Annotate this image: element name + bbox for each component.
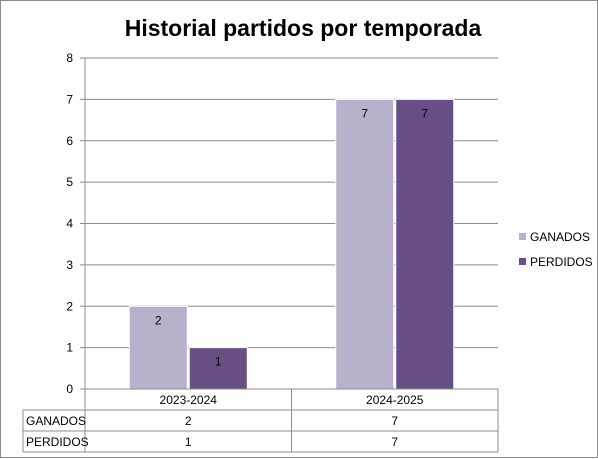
x-tick-label-2024-2025: 2024-2025 xyxy=(366,393,424,407)
x-tick-label-2023-2024: 2023-2024 xyxy=(160,393,218,407)
bars-layer xyxy=(128,98,455,390)
data-label-ganados-2024-2025: 7 xyxy=(361,106,368,120)
y-tick-label-0: 0 xyxy=(66,382,73,396)
chart-title: Historial partidos por temporada xyxy=(124,15,482,41)
data-label-ganados-2023-2024: 2 xyxy=(155,313,162,327)
bar-ganados-2024-2025 xyxy=(335,98,395,390)
legend-label-perdidos: PERDIDOS xyxy=(530,255,593,269)
table-cell-perdidos-0: 1 xyxy=(185,435,192,449)
table-cell-perdidos-1: 7 xyxy=(391,435,398,449)
legend-swatch-ganados xyxy=(519,233,526,240)
table-row-label-perdidos: PERDIDOS xyxy=(26,435,89,449)
y-tick-label-5: 5 xyxy=(66,175,73,189)
y-tick-label-6: 6 xyxy=(66,134,73,148)
bar-perdidos-2024-2025 xyxy=(395,98,455,390)
bar-ganados-2023-2024 xyxy=(128,305,188,390)
data-label-perdidos-2023-2024: 1 xyxy=(215,355,222,369)
legend-label-ganados: GANADOS xyxy=(530,230,590,244)
table-cell-ganados-1: 7 xyxy=(391,414,398,428)
data-label-perdidos-2024-2025: 7 xyxy=(421,106,428,120)
legend: GANADOS PERDIDOS xyxy=(519,230,593,269)
y-tick-label-4: 4 xyxy=(66,217,73,231)
labels-layer: 0 1 2 3 4 5 6 7 8 2 1 7 7 xyxy=(66,51,428,396)
legend-swatch-perdidos xyxy=(519,258,526,265)
table-cell-ganados-0: 2 xyxy=(185,414,192,428)
table-row-label-ganados: GANADOS xyxy=(26,414,86,428)
y-tick-label-3: 3 xyxy=(66,258,73,272)
y-tick-label-2: 2 xyxy=(66,299,73,313)
data-table: 2023-2024 2024-2025 GANADOS 2 7 PERDIDOS 1 7 xyxy=(22,388,499,453)
y-tick-label-8: 8 xyxy=(66,51,73,65)
y-tick-label-1: 1 xyxy=(66,341,73,355)
y-tick-label-7: 7 xyxy=(66,92,73,106)
